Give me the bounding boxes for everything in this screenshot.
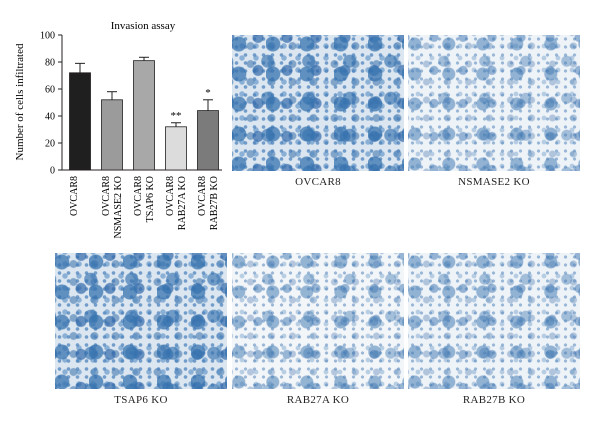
- x-tick-label: OVCAR8: [197, 176, 208, 216]
- micrograph-label-ovcar8: OVCAR8: [295, 176, 341, 188]
- y-axis-label: Number of cells infiltrated: [14, 43, 26, 160]
- x-tick-label: OVCAR8: [101, 176, 112, 216]
- bar: [69, 72, 91, 171]
- bar: [101, 99, 123, 171]
- y-tick-label: 60: [45, 85, 55, 96]
- y-tick-label: 40: [45, 112, 55, 123]
- micrograph-tsap6-ko: [55, 253, 227, 389]
- y-tick-label: 20: [45, 139, 55, 150]
- y-tick-label: 80: [45, 58, 55, 69]
- bar: [197, 110, 219, 171]
- micrograph-label-nsmase2-ko: NSMASE2 KO: [458, 176, 530, 188]
- significance-marker: **: [171, 110, 182, 122]
- micrograph-ovcar8: [232, 35, 404, 171]
- x-tick-label: TSAP6 KO: [145, 176, 156, 222]
- x-tick-label: RAB27B KO: [209, 176, 220, 230]
- chart-title: Invasion assay: [111, 20, 176, 32]
- x-tick-label: OVCAR8: [165, 176, 176, 216]
- micrograph-label-tsap6-ko: TSAP6 KO: [114, 394, 168, 406]
- y-tick-label: 0: [50, 166, 55, 177]
- bar: [165, 126, 187, 171]
- x-tick-label: OVCAR8: [133, 176, 144, 216]
- x-tick-label: OVCAR8: [69, 176, 80, 216]
- micrograph-rab27b-ko: [408, 253, 580, 389]
- micrograph-label-rab27a-ko: RAB27A KO: [286, 394, 350, 406]
- micrograph-nsmase2-ko: [408, 35, 580, 171]
- significance-marker: *: [205, 87, 211, 99]
- x-tick-label: RAB27A KO: [177, 176, 188, 230]
- x-tick-label: NSMASE2 KO: [113, 176, 124, 239]
- bar: [133, 60, 155, 171]
- micrograph-label-rab27b-ko: RAB27B KO: [462, 394, 526, 406]
- micrograph-rab27a-ko: [232, 253, 404, 389]
- y-tick-label: 100: [40, 31, 55, 42]
